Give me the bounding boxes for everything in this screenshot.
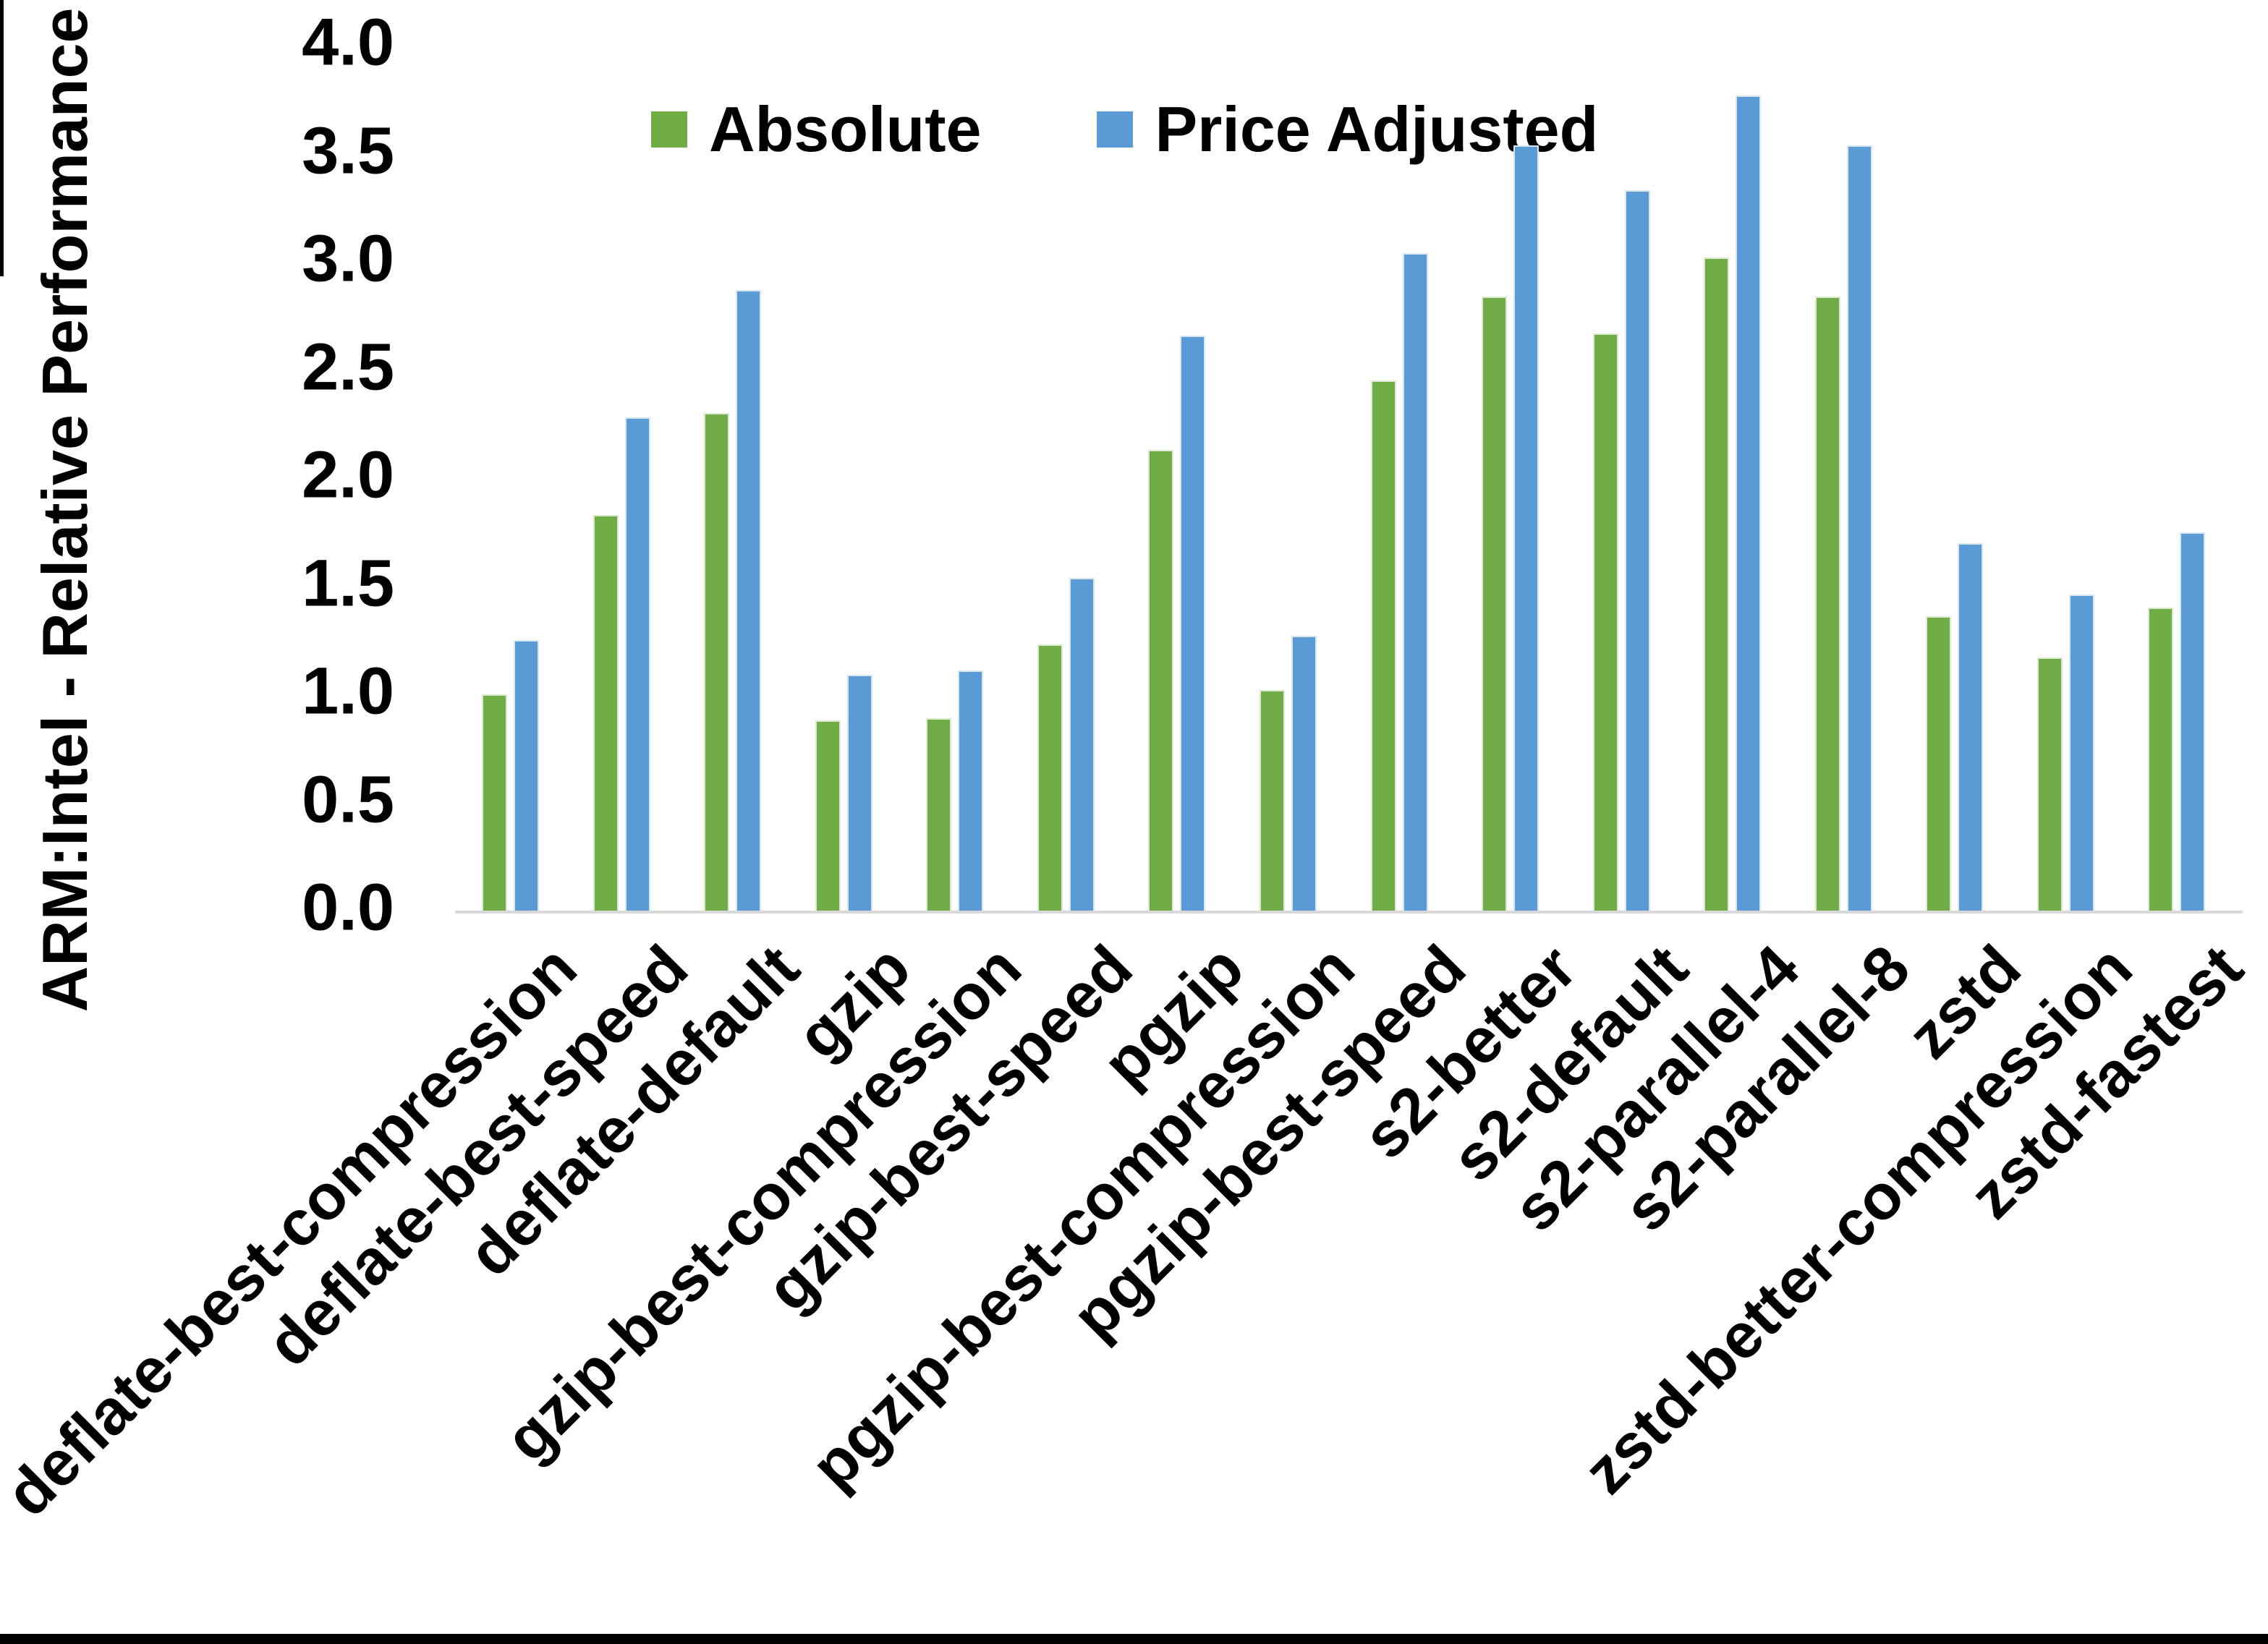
bar-price-adjusted-s2-parallel-8 bbox=[1846, 145, 1872, 911]
bar-absolute-gzip bbox=[815, 720, 841, 911]
legend-swatch-price-adjusted bbox=[1097, 111, 1134, 148]
bar-absolute-deflate-best-compression bbox=[482, 694, 507, 911]
bar-absolute-s2-parallel-8 bbox=[1814, 296, 1840, 911]
bar-price-adjusted-s2-parallel-4 bbox=[1736, 95, 1762, 911]
bar-price-adjusted-pgzip-best-speed bbox=[1402, 253, 1428, 911]
legend-item-absolute: Absolute bbox=[651, 93, 981, 166]
bar-price-adjusted-gzip bbox=[846, 675, 872, 911]
y-axis-tick-0.0: 0.0 bbox=[302, 870, 394, 945]
bar-price-adjusted-zstd-fastest bbox=[2180, 532, 2206, 911]
bar-price-adjusted-zstd-better-compression bbox=[2068, 595, 2094, 911]
x-axis-line bbox=[455, 911, 2243, 913]
x-axis-label-deflate-default: deflate-default bbox=[454, 931, 812, 1290]
y-axis-tick-2.5: 2.5 bbox=[302, 329, 394, 404]
bar-price-adjusted-pgzip-best-compression bbox=[1291, 636, 1317, 911]
bar-absolute-s2-default bbox=[1592, 333, 1618, 911]
y-axis-tick-3.5: 3.5 bbox=[302, 113, 394, 187]
bar-absolute-zstd-better-compression bbox=[2036, 657, 2063, 911]
y-axis-tick-4.0: 4.0 bbox=[302, 5, 394, 80]
x-axis-label-pgzip-best-speed: pgzip-best-speed bbox=[1058, 931, 1479, 1353]
y-axis-tick-2.0: 2.0 bbox=[302, 438, 394, 512]
x-axis-label-s2-better: s2-better bbox=[1349, 931, 1590, 1172]
bar-price-adjusted-s2-default bbox=[1624, 190, 1650, 911]
x-axis-label-zstd-better-compression: zstd-better-compression bbox=[1569, 931, 2146, 1507]
bar-price-adjusted-s2-better bbox=[1513, 145, 1539, 911]
bar-absolute-pgzip-best-compression bbox=[1259, 690, 1285, 911]
bar-price-adjusted-zstd bbox=[1958, 542, 1984, 911]
x-axis-label-s2-parallel-4: s2-parallel-4 bbox=[1498, 931, 1812, 1245]
left-border-line bbox=[0, 0, 4, 276]
x-axis-label-s2-parallel-8: s2-parallel-8 bbox=[1610, 931, 1924, 1245]
y-axis-tick-0.5: 0.5 bbox=[302, 762, 394, 836]
bar-price-adjusted-deflate-default bbox=[736, 289, 762, 911]
plot-area bbox=[455, 46, 2243, 913]
x-axis-label-s2-default: s2-default bbox=[1437, 931, 1702, 1195]
bar-absolute-deflate-default bbox=[704, 413, 730, 911]
x-axis-label-pgzip: pgzip bbox=[1088, 931, 1257, 1100]
x-axis-label-zstd: zstd bbox=[1893, 931, 2035, 1073]
bar-absolute-s2-parallel-4 bbox=[1704, 257, 1730, 911]
x-axis-label-gzip-best-speed: gzip-best-speed bbox=[752, 931, 1146, 1325]
y-axis-title: ARM:Intel - Relative Performance bbox=[29, 7, 101, 1013]
bar-absolute-s2-better bbox=[1482, 296, 1508, 911]
bar-price-adjusted-gzip-best-compression bbox=[958, 670, 984, 911]
bar-price-adjusted-deflate-best-compression bbox=[514, 640, 539, 911]
y-axis-tick-1.5: 1.5 bbox=[302, 545, 394, 620]
bar-absolute-zstd-fastest bbox=[2148, 608, 2174, 911]
x-axis-label-pgzip-best-compression: pgzip-best-compression bbox=[797, 931, 1368, 1502]
bar-absolute-gzip-best-speed bbox=[1037, 644, 1063, 911]
x-axis-label-deflate-best-speed: deflate-best-speed bbox=[252, 931, 702, 1380]
x-axis-label-gzip: gzip bbox=[782, 931, 924, 1073]
x-axis-label-zstd-fastest: zstd-fastest bbox=[1955, 931, 2257, 1232]
bottom-border-bar bbox=[0, 1634, 2268, 1644]
legend-swatch-absolute bbox=[651, 111, 687, 148]
bar-absolute-pgzip-best-speed bbox=[1370, 380, 1396, 911]
x-axis-label-gzip-best-compression: gzip-best-compression bbox=[490, 931, 1035, 1475]
bar-absolute-deflate-best-speed bbox=[593, 514, 619, 911]
bar-price-adjusted-pgzip bbox=[1180, 335, 1206, 911]
bar-price-adjusted-deflate-best-speed bbox=[624, 417, 650, 911]
bar-price-adjusted-gzip-best-speed bbox=[1069, 577, 1095, 911]
legend-label-absolute: Absolute bbox=[709, 93, 982, 165]
bar-absolute-gzip-best-compression bbox=[926, 717, 952, 911]
x-axis-label-deflate-best-compression: deflate-best-compression bbox=[0, 931, 590, 1530]
y-axis-tick-1.0: 1.0 bbox=[302, 654, 394, 728]
y-axis-tick-3.0: 3.0 bbox=[302, 221, 394, 296]
bar-absolute-zstd bbox=[1926, 616, 1952, 911]
bar-absolute-pgzip bbox=[1148, 450, 1174, 911]
